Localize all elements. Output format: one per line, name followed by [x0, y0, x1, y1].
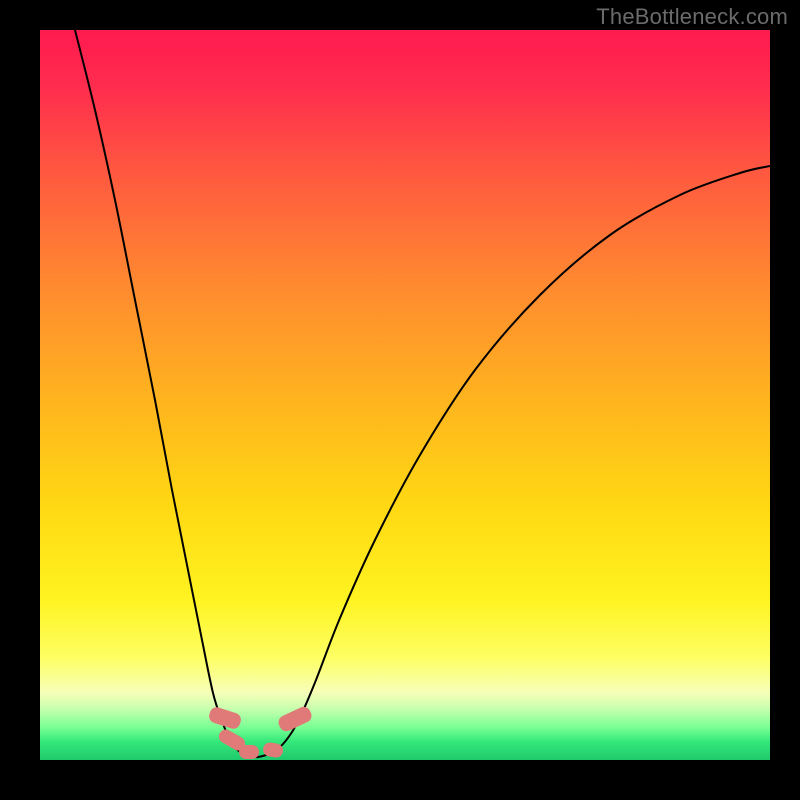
chart-svg — [0, 0, 800, 800]
chart-canvas: TheBottleneck.com — [0, 0, 800, 800]
attribution-text: TheBottleneck.com — [596, 4, 788, 30]
plot-background — [40, 30, 770, 760]
curve-marker — [239, 745, 259, 759]
